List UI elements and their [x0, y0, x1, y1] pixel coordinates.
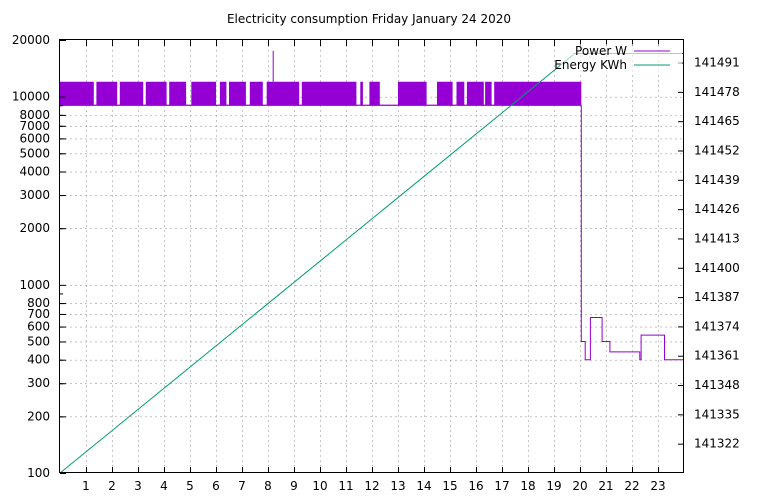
y-tick-label: 400 [27, 353, 50, 367]
power-band [60, 81, 94, 106]
power-series [60, 50, 684, 361]
power-band [437, 81, 453, 106]
power-band [466, 81, 484, 106]
y2-tick-label: 141478 [694, 85, 740, 99]
power-band [360, 81, 363, 106]
power-band [369, 81, 380, 106]
power-band [119, 81, 144, 106]
power-band [266, 81, 300, 106]
y2-tick-label: 141413 [694, 231, 740, 245]
x-tick-label: 15 [442, 479, 457, 493]
power-band [145, 81, 167, 106]
y2-tick-label: 141348 [694, 378, 740, 392]
legend-background [560, 44, 682, 72]
y-tick-label: 100 [27, 466, 50, 480]
y-tick-label: 800 [27, 296, 50, 310]
y-tick-label: 6000 [19, 131, 50, 145]
y-tick-label: 3000 [19, 188, 50, 202]
y2-tick-label: 141491 [694, 56, 740, 70]
power-band [249, 81, 263, 106]
x-tick-label: 2 [108, 479, 116, 493]
power-band [494, 81, 582, 106]
x-tick-label: 19 [546, 479, 561, 493]
x-tick-label: 17 [494, 479, 509, 493]
y-tick-label: 300 [27, 376, 50, 390]
legend: Power W Energy KWh [554, 44, 682, 72]
y2-tick-label: 141439 [694, 173, 740, 187]
y-tick-label: 10000 [12, 90, 50, 104]
y2-tick-label: 141426 [694, 202, 740, 216]
axis-ticks [60, 40, 684, 474]
grid [60, 40, 684, 473]
x-tick-label: 23 [650, 479, 665, 493]
legend-label-energy: Energy KWh [554, 58, 627, 72]
x-tick-label: 1 [82, 479, 90, 493]
power-band [169, 81, 187, 106]
x-tick-label: 9 [290, 479, 298, 493]
x-tick-label: 3 [134, 479, 142, 493]
x-tick-label: 7 [238, 479, 246, 493]
x-tick-label: 21 [598, 479, 613, 493]
y-tick-label: 600 [27, 320, 50, 334]
energy-line [59, 53, 684, 474]
y-tick-label: 700 [27, 307, 50, 321]
y2-tick-label: 141322 [694, 437, 740, 451]
y2-tick-label: 141465 [694, 114, 740, 128]
power-band [229, 81, 246, 106]
x-tick-label: 11 [338, 479, 353, 493]
power-band [96, 81, 118, 106]
y-tick-label: 7000 [19, 119, 50, 133]
y-tick-label: 200 [27, 409, 50, 423]
y2-tick-label: 141387 [694, 290, 740, 304]
x-tick-label: 12 [364, 479, 379, 493]
power-band [301, 81, 357, 106]
y2-tick-label: 141400 [694, 261, 740, 275]
x-tick-label: 8 [264, 479, 272, 493]
x-tick-label: 20 [572, 479, 587, 493]
y-tick-label: 1000 [19, 278, 50, 292]
y-tick-label: 500 [27, 334, 50, 348]
power-band [219, 81, 227, 106]
y-tick-label: 4000 [19, 165, 50, 179]
x-tick-label: 22 [624, 479, 639, 493]
x-tick-labels: 1 2 3 4 5 6 7 8 9 10 11 12 13 14 15 16 17 18 19 20 21 22 23 [82, 479, 665, 493]
plot-frame [59, 39, 684, 473]
legend-label-power: Power W [575, 44, 627, 58]
x-tick-label: 6 [212, 479, 220, 493]
energy-series [59, 53, 684, 474]
y-tick-label: 20000 [12, 33, 50, 47]
x-tick-label: 5 [186, 479, 194, 493]
power-band [485, 81, 492, 106]
y-tick-label: 5000 [19, 146, 50, 160]
y2-tick-label: 141374 [694, 319, 740, 333]
x-tick-label: 18 [520, 479, 535, 493]
power-band [398, 81, 427, 106]
power-band [191, 81, 216, 106]
y2-tick-label: 141452 [694, 144, 740, 158]
y-tick-label: 2000 [19, 221, 50, 235]
x-tick-label: 14 [416, 479, 431, 493]
x-tick-label: 10 [312, 479, 327, 493]
x-tick-label: 13 [390, 479, 405, 493]
y2-tick-label: 141335 [694, 407, 740, 421]
x-tick-label: 16 [468, 479, 483, 493]
y2-tick-label: 141361 [694, 349, 740, 363]
power-band [456, 81, 465, 106]
chart-title: Electricity consumption Friday January 2… [227, 12, 511, 26]
y-tick-label: 8000 [19, 108, 50, 122]
y2-tick-labels: 141322 141335 141348 141361 141374 141387 1414… [694, 56, 740, 451]
power-tail [580, 105, 684, 361]
x-tick-label: 4 [160, 479, 168, 493]
